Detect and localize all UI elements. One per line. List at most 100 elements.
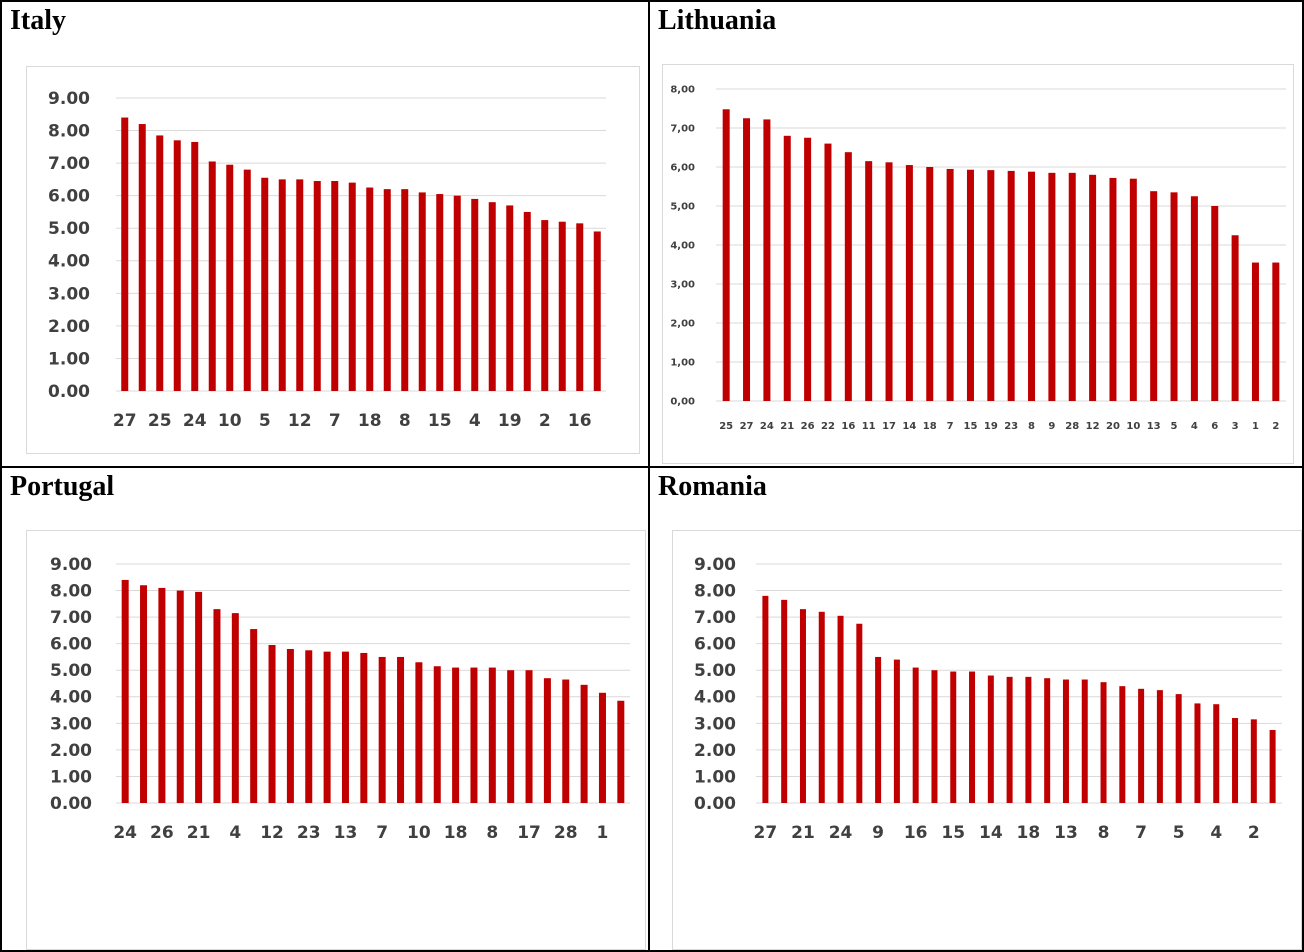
bar [378,656,386,803]
x-tick-label: 21 [791,823,815,843]
y-tick-label: 8,00 [670,85,695,96]
y-tick-label: 9.00 [48,89,90,109]
y-tick-label: 2,00 [670,319,695,330]
bar [140,585,148,803]
bar [856,623,863,803]
bar [1007,170,1015,401]
bar [525,670,533,803]
y-tick-label: 6.00 [50,635,92,655]
bar [286,648,294,803]
bar [804,137,812,401]
x-tick-label: 24 [829,823,853,843]
x-tick-label: 1 [597,823,609,843]
y-tick-label: 4.00 [48,252,90,272]
bar [543,678,551,803]
y-tick-label: 4,00 [670,241,695,252]
x-tick-label: 24 [183,411,207,431]
x-tick-label: 6 [1211,421,1218,432]
bar [1129,178,1137,401]
bar [1062,679,1069,803]
bar [1156,690,1163,803]
x-tick-label: 12 [260,823,284,843]
bar [593,231,601,391]
x-tick-label: 1 [1252,421,1259,432]
y-tick-label: 5.00 [48,219,90,239]
bar [799,609,806,803]
y-tick-label: 8.00 [48,122,90,142]
x-tick-label: 7 [376,823,388,843]
bar [1232,718,1239,803]
x-tick-label: 18 [923,421,937,432]
bar [331,181,339,391]
x-tick-label: 16 [568,411,592,431]
bar [837,615,844,803]
x-tick-label: 11 [862,421,876,432]
y-tick-label: 4.00 [50,688,92,708]
panel-title: Portugal [10,471,115,502]
y-tick-label: 8.00 [694,582,736,602]
bar [470,667,478,803]
y-tick-label: 9.00 [50,555,92,575]
y-tick-label: 5,00 [670,202,695,213]
x-tick-label: 15 [964,421,978,432]
panel-title: Lithuania [658,5,777,36]
bar [987,170,995,401]
y-tick-label: 6.00 [694,635,736,655]
x-tick-label: 26 [150,823,174,843]
bar [250,629,258,803]
y-tick-label: 6.00 [48,187,90,207]
x-tick-label: 25 [719,421,733,432]
bar-chart-italy: 0.00 1.00 2.00 3.00 4.00 5.00 6.00 7.00 8.00 9.00… [48,89,606,431]
bar [598,692,606,803]
bar [507,670,515,803]
bar [912,667,919,803]
panel-lithuania: Lithuania 0,00 1,00 2,00 3,00 4,00 5,00 6,00 7,… [648,0,1304,468]
bar [762,595,769,803]
bar [1251,262,1259,401]
y-tick-label: 7.00 [50,608,92,628]
x-tick-label: 16 [841,421,855,432]
x-tick-label: 2 [1272,421,1279,432]
panel-italy: Italy 0.00 1.00 2.00 3.00 4.00 5.00 6.00 7.00 8.… [0,0,650,468]
x-tick-label: 23 [297,823,321,843]
bar [313,181,321,391]
x-tick-label: 13 [334,823,358,843]
y-tick-label: 0,00 [670,397,695,408]
bar [562,679,570,803]
bar-chart-romania: 0.00 1.00 2.00 3.00 4.00 5.00 6.00 7.00 8.00 9.00… [694,555,1282,843]
bar [1150,191,1158,401]
bar [348,182,356,391]
panel-title: Italy [10,5,66,36]
bar [824,143,832,401]
y-tick-label: 3.00 [694,714,736,734]
y-tick-label: 3.00 [48,284,90,304]
bar [541,220,549,391]
x-tick-label: 10 [407,823,431,843]
x-tick-label: 15 [941,823,965,843]
bar [158,587,166,803]
y-tick-label: 3,00 [670,280,695,291]
x-tick-label: 8 [399,411,411,431]
bar [323,651,331,803]
bar [383,189,391,391]
x-tick-label: 5 [1171,421,1178,432]
bar [268,644,276,803]
bar [1231,235,1239,401]
x-tick-label: 8 [1028,421,1035,432]
bar [783,135,791,402]
bar [1170,192,1178,401]
x-tick-label: 7 [947,421,954,432]
x-tick-label: 26 [801,421,815,432]
bar [296,179,304,391]
bar [950,671,957,803]
bar-chart-portugal: 0.00 1.00 2.00 3.00 4.00 5.00 6.00 7.00 8.00 9.00… [50,555,630,843]
y-tick-label: 8.00 [50,582,92,602]
x-tick-label: 2 [1248,823,1260,843]
bar [576,223,584,391]
bar [433,666,441,803]
bar [885,162,893,401]
x-tick-label: 13 [1054,823,1078,843]
bar [341,651,349,803]
y-tick-label: 7.00 [48,154,90,174]
bar [523,211,531,391]
